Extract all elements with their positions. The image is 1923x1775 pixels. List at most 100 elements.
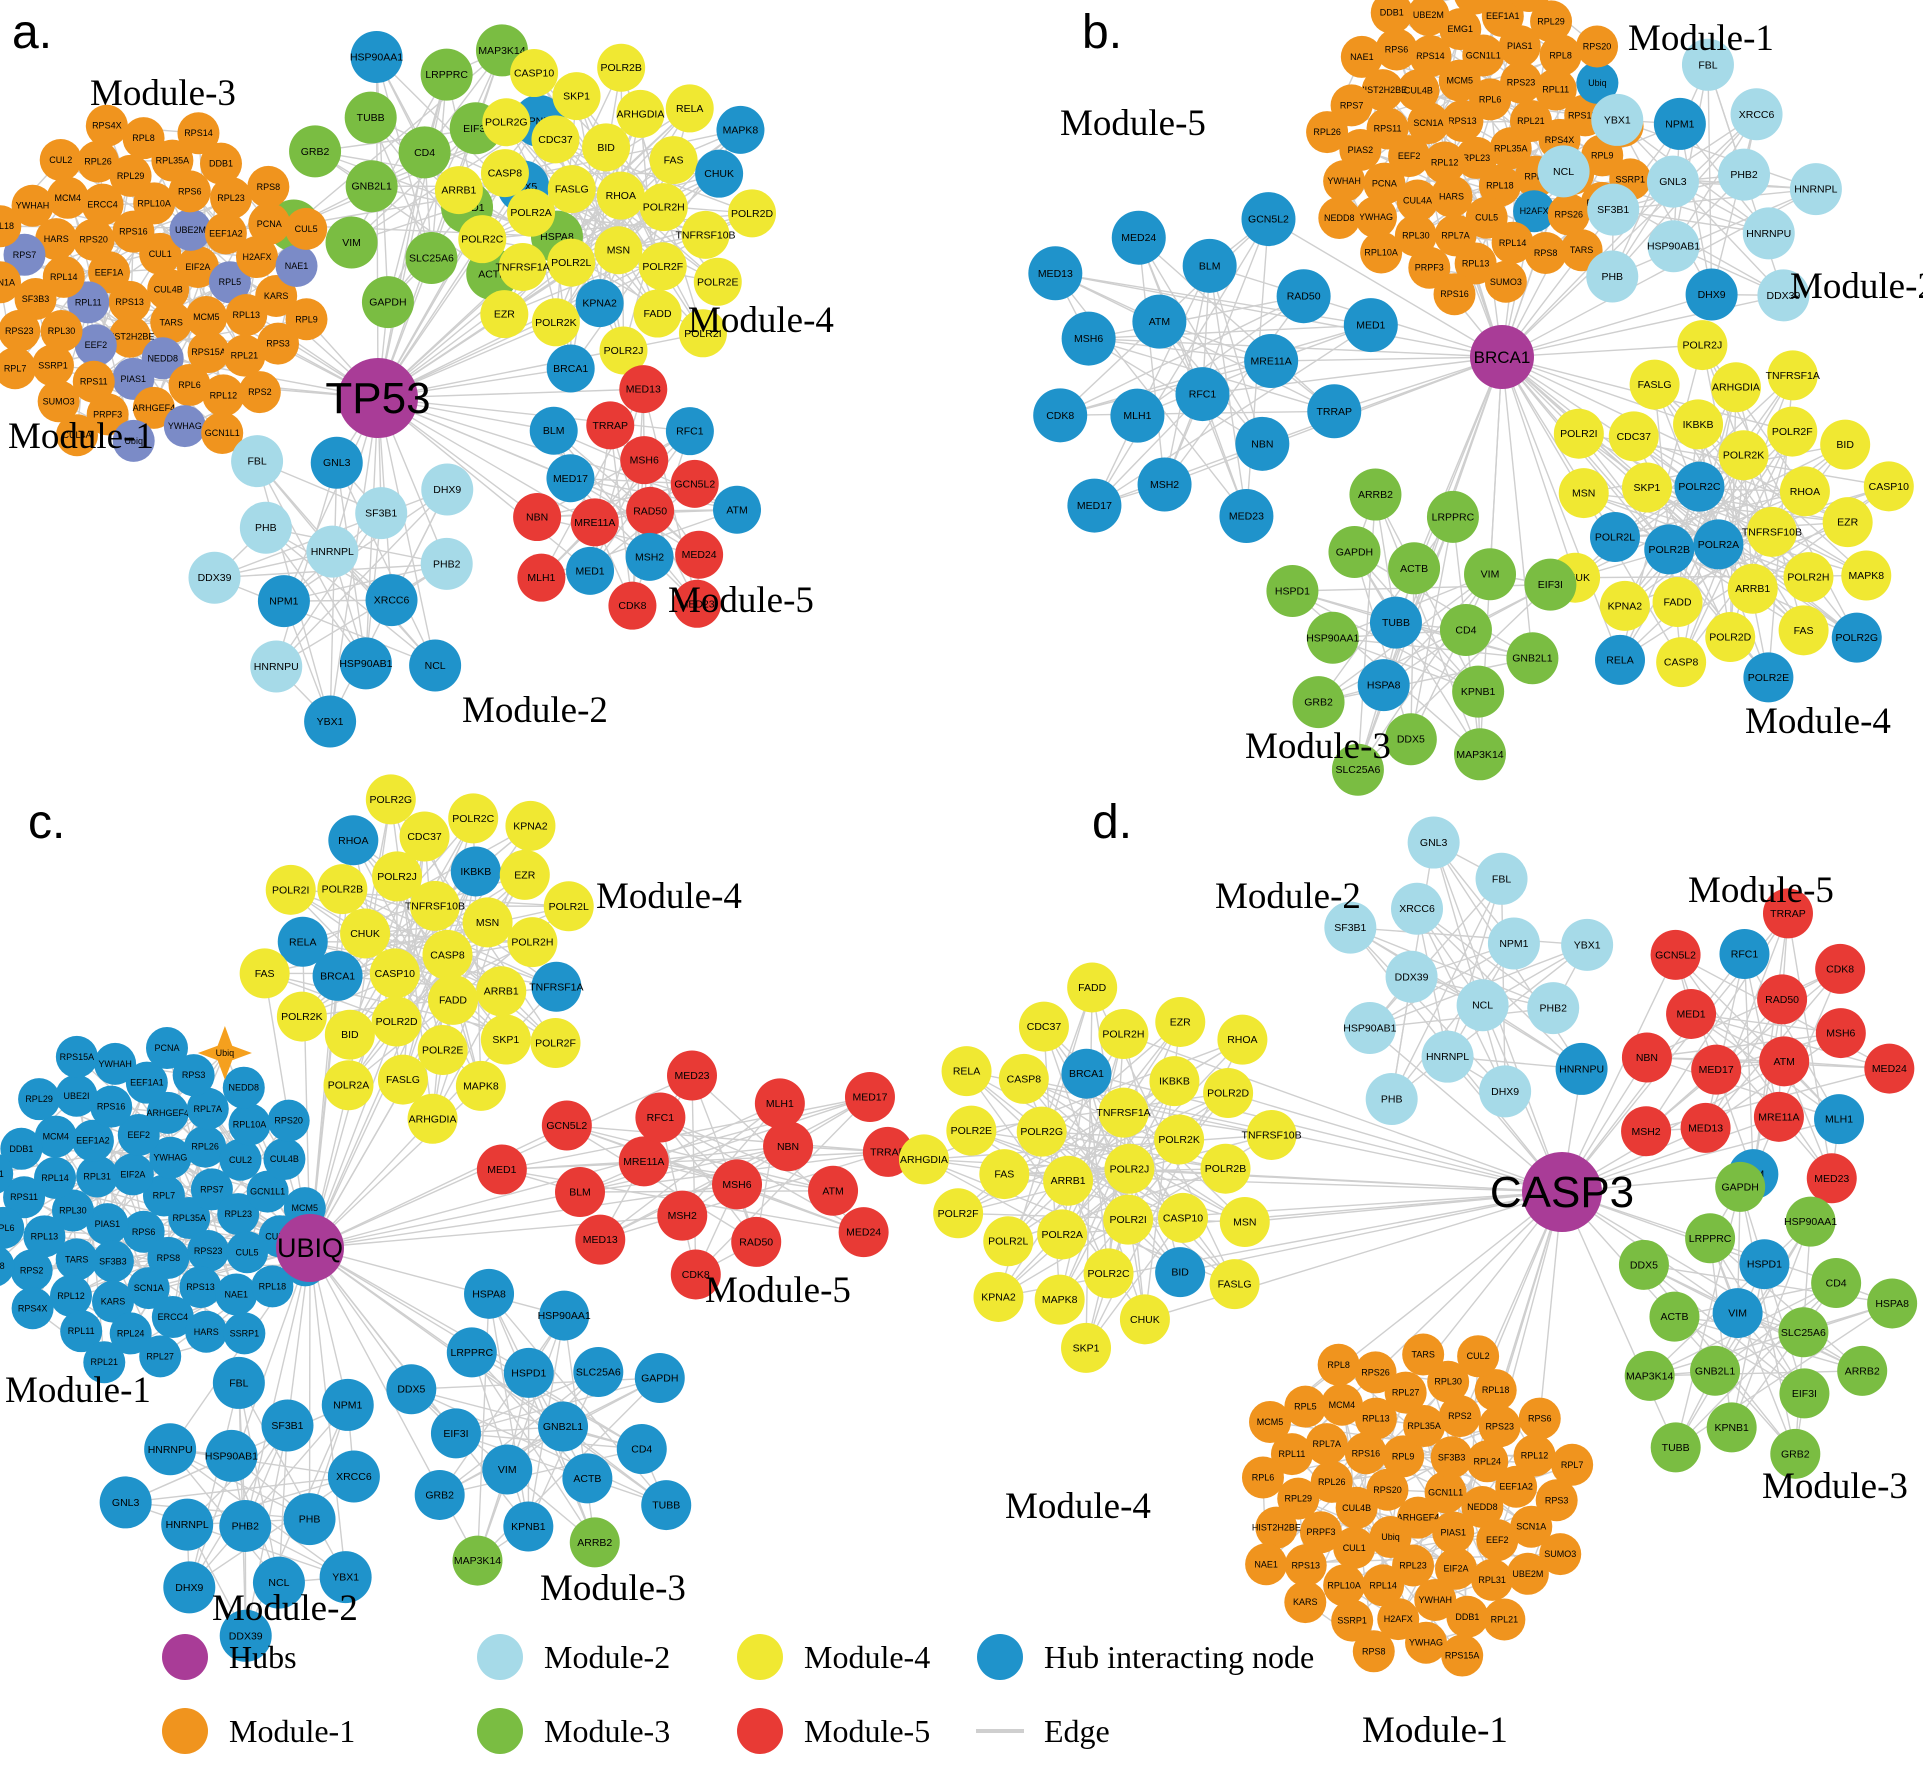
node-b-RELA: RELA bbox=[1595, 634, 1646, 685]
node-d-RPS15A: RPS15A bbox=[1441, 1634, 1484, 1677]
node-b-CASP10: CASP10 bbox=[1863, 461, 1914, 512]
node-c-FBL: FBL bbox=[212, 1356, 265, 1409]
node-a-NBN: NBN bbox=[513, 493, 562, 542]
node-a-RPL12: RPL12 bbox=[202, 374, 245, 417]
module-title-d-Module-1: Module-1 bbox=[1362, 1710, 1508, 1751]
node-a-MCM4: MCM4 bbox=[46, 176, 89, 219]
node-d-POLR2K: POLR2K bbox=[1154, 1114, 1205, 1165]
node-b-IKBKB: IKBKB bbox=[1673, 399, 1724, 450]
node-c-NAE1: NAE1 bbox=[215, 1273, 258, 1316]
node-d-RPS23: RPS23 bbox=[1478, 1405, 1521, 1448]
node-b-MED17: MED17 bbox=[1067, 478, 1122, 533]
node-d-DHX9: DHX9 bbox=[1479, 1065, 1532, 1118]
node-b-NPM1: NPM1 bbox=[1653, 97, 1706, 150]
node-b-RAD50: RAD50 bbox=[1276, 269, 1331, 324]
node-c-DHX9: DHX9 bbox=[163, 1561, 216, 1614]
node-a-NAE1: NAE1 bbox=[275, 245, 318, 288]
node-c-GCN5L2: GCN5L2 bbox=[541, 1100, 592, 1151]
node-d-CUL2: CUL2 bbox=[1457, 1335, 1500, 1378]
node-c-GNL3: GNL3 bbox=[99, 1476, 152, 1529]
node-b-YWHAG: YWHAG bbox=[1355, 196, 1398, 239]
node-a-GRB2: GRB2 bbox=[289, 125, 342, 178]
node-b-DDB1: DDB1 bbox=[1370, 0, 1413, 34]
hub-TP53: TP53 bbox=[325, 358, 431, 438]
node-a-GCN5L2: GCN5L2 bbox=[670, 459, 719, 508]
node-d-ATM: ATM bbox=[1759, 1036, 1810, 1087]
node-b-DHX9: DHX9 bbox=[1685, 268, 1738, 321]
node-d-FAS: FAS bbox=[979, 1149, 1030, 1200]
node-b-DDX5: DDX5 bbox=[1384, 713, 1437, 766]
node-d-ACTB: ACTB bbox=[1649, 1291, 1700, 1342]
node-c-SLC25A6: SLC25A6 bbox=[573, 1346, 624, 1397]
node-b-RPS8: RPS8 bbox=[1524, 232, 1567, 275]
node-d-EZR: EZR bbox=[1155, 996, 1206, 1047]
node-c-EIF3I: EIF3I bbox=[430, 1408, 481, 1459]
hub-label: CASP3 bbox=[1490, 1168, 1634, 1217]
node-c-RPL10A: RPL10A bbox=[228, 1103, 271, 1146]
node-a-MED1: MED1 bbox=[566, 546, 615, 595]
node-b-ARHGDIA: ARHGDIA bbox=[1710, 362, 1761, 413]
node-d-RPS8: RPS8 bbox=[1352, 1630, 1395, 1673]
module-title-d-Module-2: Module-2 bbox=[1215, 876, 1361, 917]
node-b-RPS16: RPS16 bbox=[1433, 273, 1476, 316]
node-a-NPM1: NPM1 bbox=[257, 575, 310, 628]
node-b-CDC37: CDC37 bbox=[1608, 411, 1659, 462]
node-c-LRPPRC: LRPPRC bbox=[446, 1327, 497, 1378]
node-c-SKP1: SKP1 bbox=[480, 1014, 531, 1065]
node-b-POLR2L: POLR2L bbox=[1589, 512, 1640, 563]
node-c-EIF2A: EIF2A bbox=[111, 1153, 154, 1196]
node-b-HSPD1: HSPD1 bbox=[1266, 565, 1319, 618]
node-d-YBX1: YBX1 bbox=[1561, 918, 1614, 971]
node-d-MCM4: MCM4 bbox=[1320, 1383, 1363, 1426]
node-a-YBX1: YBX1 bbox=[304, 695, 357, 748]
node-c-RPL29: RPL29 bbox=[18, 1078, 61, 1121]
hub-label: UBIQ bbox=[277, 1233, 343, 1263]
node-d-MCM5: MCM5 bbox=[1249, 1400, 1292, 1443]
node-d-CD4: CD4 bbox=[1811, 1258, 1862, 1309]
node-a-CUL5: CUL5 bbox=[285, 207, 328, 250]
node-b-TUBB: TUBB bbox=[1369, 596, 1422, 649]
node-a-POLR2F: POLR2F bbox=[638, 242, 687, 291]
node-a-RPL26: RPL26 bbox=[76, 140, 119, 183]
node-c-CHUK: CHUK bbox=[340, 908, 391, 959]
node-a-TARS: TARS bbox=[150, 301, 193, 344]
node-b-MED23: MED23 bbox=[1219, 489, 1274, 544]
node-d-CDC37: CDC37 bbox=[1018, 1001, 1069, 1052]
node-b-ACTB: ACTB bbox=[1388, 542, 1441, 595]
node-a-RPS2: RPS2 bbox=[238, 371, 281, 414]
node-d-CDK8: CDK8 bbox=[1815, 943, 1866, 994]
node-a-RPL9: RPL9 bbox=[285, 298, 328, 341]
node-b-FASLG: FASLG bbox=[1629, 359, 1680, 410]
node-c-VIM: VIM bbox=[482, 1444, 533, 1495]
node-b-RHOA: RHOA bbox=[1779, 466, 1830, 517]
node-d-POLR2C: POLR2C bbox=[1083, 1248, 1134, 1299]
node-b-HNRNPL: HNRNPL bbox=[1789, 163, 1842, 216]
node-c-MED13: MED13 bbox=[575, 1214, 626, 1265]
module-title-a-Module-2: Module-2 bbox=[462, 690, 608, 731]
node-c-RPS20: RPS20 bbox=[267, 1099, 310, 1142]
node-a-GAPDH: GAPDH bbox=[361, 276, 414, 329]
node-a-CASP10: CASP10 bbox=[510, 49, 559, 98]
node-b-RPL10A: RPL10A bbox=[1360, 231, 1403, 274]
node-b-EZR: EZR bbox=[1822, 497, 1873, 548]
node-c-PCNA: PCNA bbox=[145, 1027, 188, 1070]
node-c-CUL2: CUL2 bbox=[219, 1138, 262, 1181]
legend-item-Module-1: Module-1 bbox=[162, 1708, 355, 1754]
node-d-KARS: KARS bbox=[1284, 1581, 1327, 1624]
module-title-b-Module-2: Module-2 bbox=[1790, 266, 1923, 307]
node-b-POLR2J: POLR2J bbox=[1677, 320, 1728, 371]
node-d-POLR2B: POLR2B bbox=[1200, 1143, 1251, 1194]
node-d-LRPPRC: LRPPRC bbox=[1685, 1213, 1736, 1264]
node-a-POLR2G: POLR2G bbox=[482, 98, 531, 147]
legend-item-Module-2: Module-2 bbox=[477, 1634, 670, 1680]
node-a-MED24: MED24 bbox=[675, 530, 724, 579]
node-b-SF3B1: SF3B1 bbox=[1587, 183, 1640, 236]
module-title-c-Module-1: Module-1 bbox=[5, 1370, 151, 1411]
node-a-DDX39: DDX39 bbox=[188, 551, 241, 604]
node-b-POLR2A: POLR2A bbox=[1693, 519, 1744, 570]
node-b-FAS: FAS bbox=[1778, 605, 1829, 656]
node-d-TNFRSF10B: TNFRSF10B bbox=[1242, 1109, 1302, 1160]
node-a-RAD50: RAD50 bbox=[626, 486, 675, 535]
legend: Hubs Module-2 Module-4 Hub interacting node… bbox=[162, 1634, 1314, 1754]
